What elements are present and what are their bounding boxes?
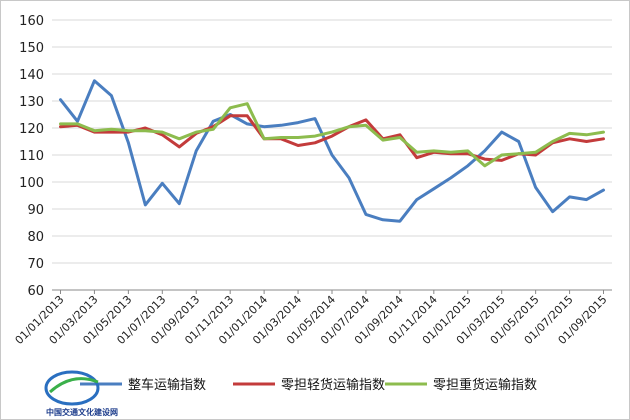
legend: 整车运输指数 零担轻货运输指数 零担重货运输指数 xyxy=(80,377,537,393)
series-lines xyxy=(59,79,605,223)
y-tick-label: 140 xyxy=(19,68,44,83)
watermark-text: 中国交通文化建设网 xyxy=(46,407,118,417)
y-tick-label: 130 xyxy=(19,95,44,110)
legend-label-3: 零担重货运输指数 xyxy=(433,377,537,393)
watermark-swoosh-outer xyxy=(44,370,100,406)
y-tick-label: 70 xyxy=(27,257,44,272)
y-tick-label: 90 xyxy=(27,203,44,218)
legend-label-2: 零担轻货运输指数 xyxy=(281,377,385,393)
y-tick-label: 120 xyxy=(19,122,44,137)
watermark-logo: 中国交通文化建设网 xyxy=(44,370,118,417)
series-line-1 xyxy=(59,79,605,223)
y-axis-ticks: 60 70 80 90 100 110 120 130 140 150 160 xyxy=(19,14,44,299)
series-line-3 xyxy=(59,102,605,168)
y-tick-label: 110 xyxy=(19,149,44,164)
y-tick-label: 160 xyxy=(19,14,44,29)
x-axis-ticks: 01/01/201301/03/201301/05/201301/07/2013… xyxy=(13,290,610,347)
y-tick-label: 100 xyxy=(19,176,44,191)
y-tick-label: 80 xyxy=(27,230,44,245)
legend-label-1: 整车运输指数 xyxy=(128,377,206,393)
y-tick-label: 150 xyxy=(19,41,44,56)
y-tick-label: 60 xyxy=(27,284,44,299)
watermark-swoosh-inner xyxy=(48,377,99,394)
